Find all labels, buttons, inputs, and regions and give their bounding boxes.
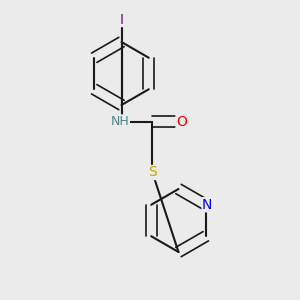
Text: N: N bbox=[202, 198, 212, 212]
Text: O: O bbox=[176, 115, 187, 128]
Text: S: S bbox=[148, 166, 157, 179]
Text: NH: NH bbox=[111, 115, 129, 128]
Text: I: I bbox=[119, 13, 124, 26]
